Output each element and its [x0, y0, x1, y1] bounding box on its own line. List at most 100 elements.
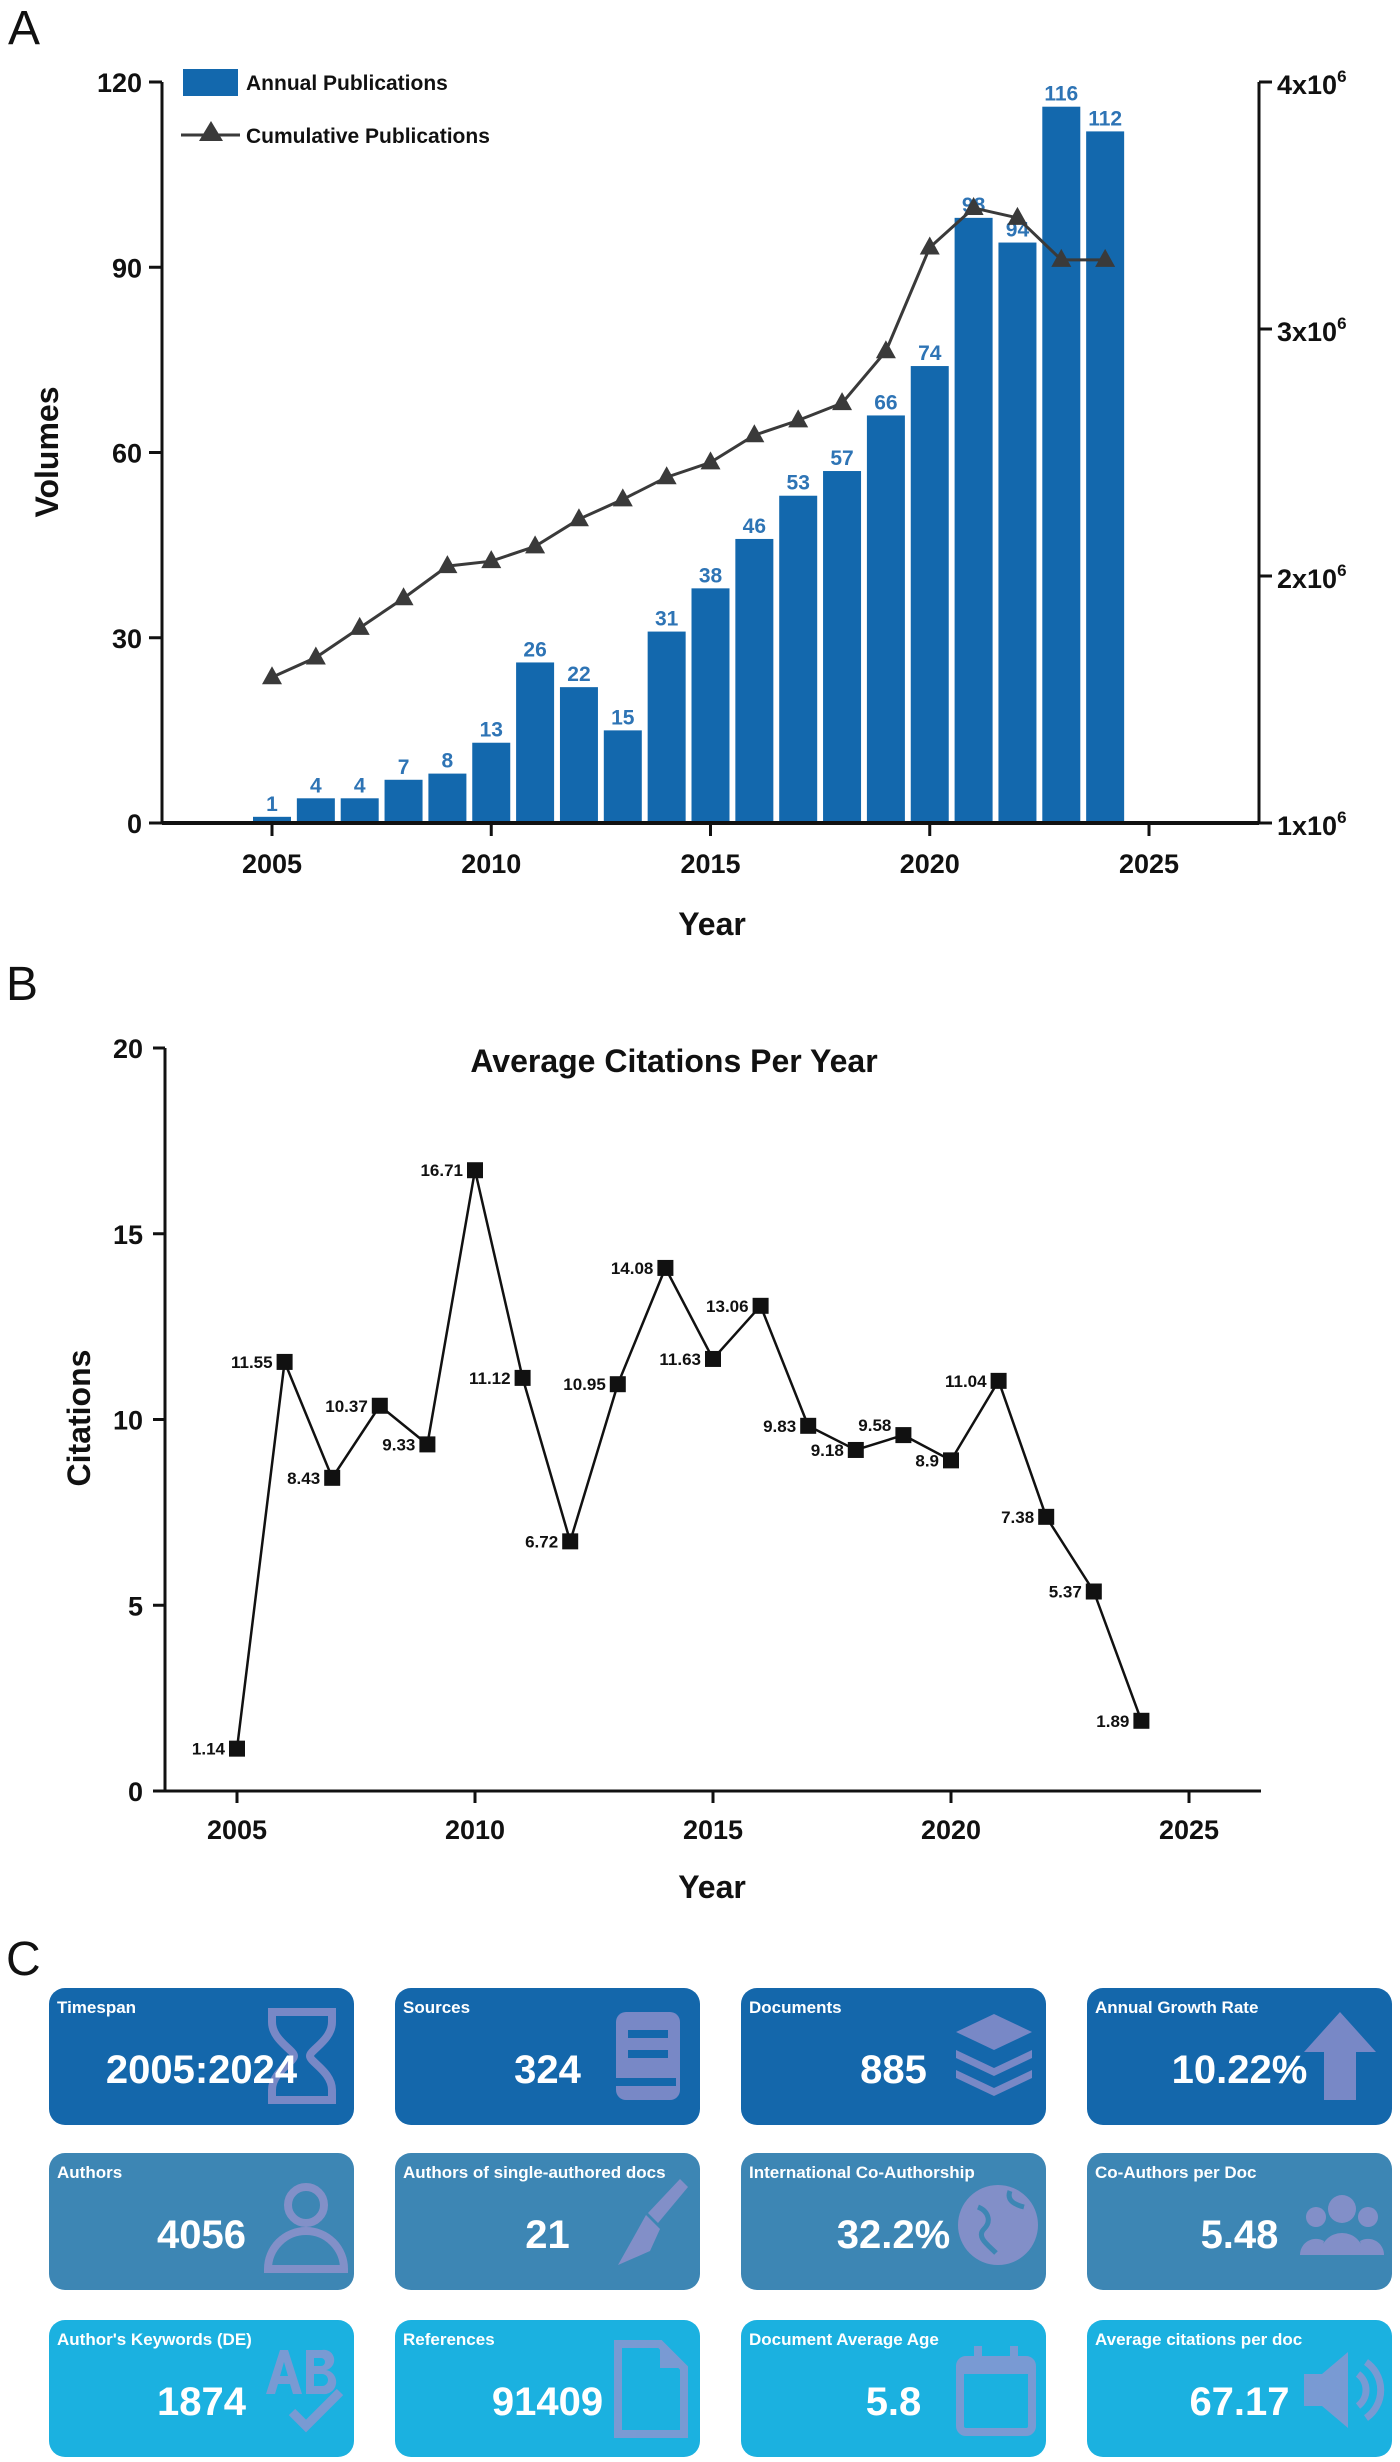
triangle-marker — [744, 424, 765, 443]
bar-label: 4 — [354, 774, 366, 797]
bar-label: 4 — [310, 774, 322, 797]
y-tick-label: 0 — [127, 809, 142, 839]
x-axis-title: Year — [678, 1869, 746, 1905]
x-axis-title: Year — [678, 906, 746, 942]
card-value: 21 — [525, 2213, 570, 2257]
square-marker — [609, 1376, 626, 1393]
bar — [340, 798, 379, 823]
point-label: 9.58 — [858, 1416, 891, 1435]
x-tick-label: 2010 — [461, 849, 521, 879]
point-label: 11.55 — [231, 1353, 273, 1372]
bar — [823, 471, 862, 823]
square-marker — [705, 1350, 721, 1367]
bar — [866, 415, 905, 823]
square-marker — [324, 1469, 341, 1486]
bar-label: 1 — [266, 793, 278, 816]
triangle-marker — [437, 555, 458, 574]
calendar-icon — [956, 2346, 1036, 2436]
square-marker — [229, 1740, 245, 1757]
bar-label: 7 — [398, 756, 410, 779]
y-tick-label: 90 — [112, 253, 142, 283]
square-marker — [1133, 1712, 1150, 1729]
triangle-marker — [525, 535, 546, 554]
bar — [384, 779, 423, 823]
y-tick-label: 60 — [112, 439, 142, 469]
card-value: 32.2% — [836, 2213, 951, 2257]
triangle-marker — [788, 409, 809, 428]
bar-label: 112 — [1088, 107, 1122, 130]
card-value: 5.48 — [1200, 2213, 1279, 2257]
bar-label: 22 — [567, 663, 590, 686]
users-icon — [1300, 2195, 1385, 2255]
card-value: 5.8 — [865, 2380, 922, 2424]
point-label: 16.71 — [420, 1161, 463, 1180]
panel-label-c: C — [6, 1933, 41, 1980]
y2-tick-exponent: 6 — [1337, 561, 1346, 580]
bar-label: 26 — [523, 638, 546, 661]
stat-card-average-citations-per-doc: Average citations per doc 67.17 — [1087, 2320, 1392, 2457]
y2-tick-label: 2x106 — [1277, 561, 1347, 594]
citations-line — [235, 1169, 1143, 1749]
stat-card-co-authors-per-doc: Co-Authors per Doc 5.48 — [1087, 2153, 1392, 2290]
y2-tick-label: 4x106 — [1277, 67, 1347, 100]
x-tick-label: 2015 — [680, 849, 740, 879]
legend-triangle-icon — [199, 121, 223, 141]
triangle-marker — [832, 392, 853, 411]
triangle-marker — [305, 646, 326, 665]
stat-card-authors-of-single-authored-docs: Authors of single-authored docs 21 — [395, 2153, 700, 2290]
square-marker — [895, 1427, 912, 1444]
y2-tick-base: 1x10 — [1277, 811, 1337, 841]
stat-card-sources: Sources 324 — [395, 1988, 700, 2125]
layers-icon — [956, 2014, 1032, 2096]
bar — [1086, 131, 1125, 823]
stat-card-annual-growth-rate: Annual Growth Rate 10.22% — [1087, 1988, 1392, 2125]
y2-tick-base: 3x10 — [1277, 317, 1337, 347]
point-label: 1.14 — [192, 1740, 226, 1759]
triangle-marker — [1007, 206, 1028, 225]
square-marker — [657, 1259, 674, 1276]
bar — [779, 495, 818, 823]
spellcheck-icon — [266, 2349, 344, 2433]
arrow-up-icon — [1304, 2012, 1376, 2100]
square-marker — [752, 1297, 769, 1314]
triangle-marker — [700, 451, 721, 470]
point-label: 14.08 — [611, 1259, 654, 1278]
triangle-marker — [568, 508, 589, 527]
bar-label: 116 — [1044, 83, 1078, 106]
y-tick-label: 120 — [97, 68, 142, 98]
chart-a: A144781326221531384653576674989411611203… — [8, 2, 1347, 942]
card-label: Authors of single-authored docs — [403, 2163, 666, 2182]
card-value: 10.22% — [1171, 2048, 1308, 2092]
card-label: Co-Authors per Doc — [1095, 2163, 1257, 2182]
point-label: 10.37 — [325, 1397, 368, 1416]
card-value: 324 — [514, 2048, 581, 2092]
y2-tick-label: 3x106 — [1277, 314, 1347, 347]
y-axis-title: Citations — [61, 1350, 97, 1487]
triangle-marker — [612, 488, 633, 507]
card-value: 1874 — [157, 2380, 246, 2424]
bar-label: 53 — [787, 472, 810, 495]
point-label: 13.06 — [706, 1297, 749, 1316]
bar-label: 57 — [830, 447, 853, 470]
point-label: 11.04 — [945, 1372, 987, 1391]
point-label: 5.37 — [1049, 1583, 1082, 1602]
bar — [559, 687, 598, 823]
legend-label-cumulative: Cumulative Publications — [246, 125, 490, 148]
file-icon — [614, 2340, 688, 2438]
bar — [691, 588, 730, 823]
card-label: Author's Keywords (DE) — [57, 2330, 252, 2349]
volume-icon — [1304, 2352, 1385, 2428]
card-label: Documents — [749, 1998, 842, 2017]
bar-label: 8 — [442, 750, 454, 773]
bar — [998, 242, 1037, 824]
square-marker — [371, 1397, 388, 1414]
square-marker — [276, 1353, 293, 1370]
legend-label-annual: Annual Publications — [246, 72, 448, 95]
stat-card-documents: Documents 885 — [741, 1988, 1046, 2125]
x-tick-label: 2010 — [445, 1815, 505, 1845]
bar-label: 38 — [699, 564, 723, 587]
triangle-marker — [1095, 248, 1116, 267]
square-marker — [990, 1372, 1007, 1389]
bar — [472, 742, 511, 823]
hourglass-icon — [268, 2008, 336, 2104]
